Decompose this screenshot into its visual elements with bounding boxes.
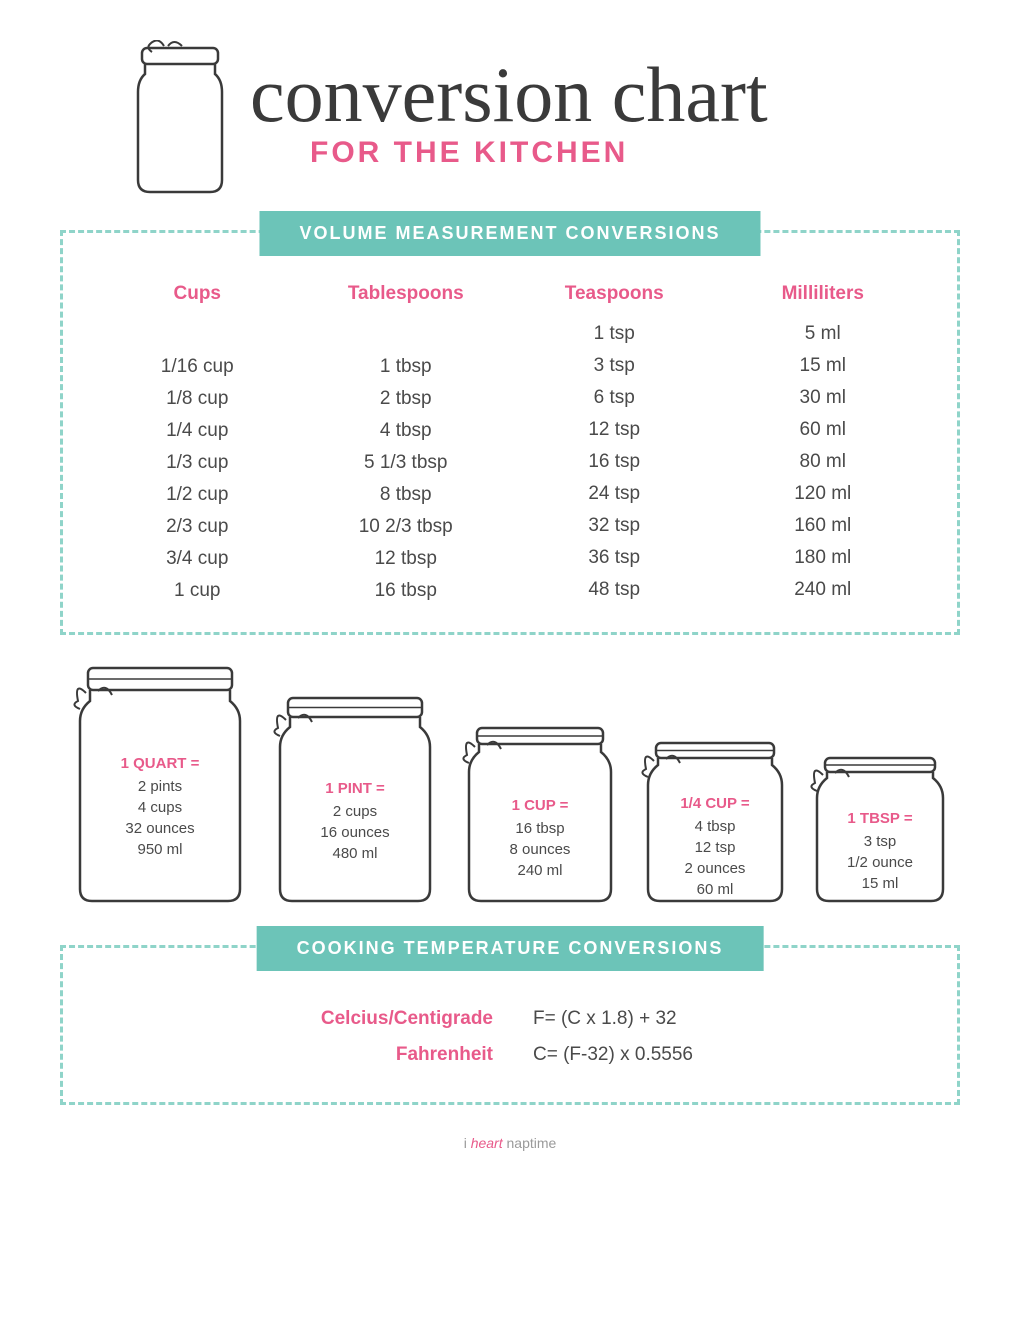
volume-cell: 1/2 cup <box>93 484 302 506</box>
jar-line: 240 ml <box>460 860 620 881</box>
volume-cell: 30 ml <box>719 387 928 409</box>
jars-row: 1 QUART = 2 pints4 cups32 ounces950 ml 1 … <box>60 665 960 905</box>
volume-cell: 1/4 cup <box>93 420 302 442</box>
volume-column: Teaspoons 1 tsp 3 tsp 6 tsp 12 tsp 16 tsp 24 t… <box>510 283 719 602</box>
volume-cell: 240 ml <box>719 579 928 601</box>
volume-cell: 4 tbsp <box>302 420 511 442</box>
volume-cell: 3/4 cup <box>93 548 302 570</box>
jar-icon <box>120 40 240 200</box>
temperature-row: Fahrenheit C= (F-32) x 0.5556 <box>133 1044 887 1066</box>
temperature-label: Celcius/Centigrade <box>133 1008 493 1030</box>
volume-table: Cups 1/16 cup 1/8 cup 1/4 cup 1/3 cup 1/2 cup… <box>93 283 927 602</box>
jar-item: 1/4 CUP = 4 tbsp12 tsp2 ounces60 ml <box>640 740 790 905</box>
volume-column: Tablespoons 1 tbsp 2 tbsp 4 tbsp 5 1/3 tbsp 8… <box>302 283 511 602</box>
jar-line: 1/2 ounce <box>810 852 950 873</box>
volume-column-header: Cups <box>93 283 302 305</box>
volume-cell: 5 ml <box>719 323 928 345</box>
volume-cell: 48 tsp <box>510 579 719 601</box>
temperature-formula: F= (C x 1.8) + 32 <box>533 1008 677 1030</box>
temperature-formula: C= (F-32) x 0.5556 <box>533 1044 693 1066</box>
footer-suffix: naptime <box>503 1135 557 1151</box>
temperature-section-title: COOKING TEMPERATURE CONVERSIONS <box>257 926 764 971</box>
jar-title: 1 QUART = <box>70 755 250 772</box>
page-subtitle: FOR THE KITCHEN <box>310 136 768 170</box>
jar-line: 16 tbsp <box>460 818 620 839</box>
volume-column-header: Teaspoons <box>510 283 719 305</box>
volume-cell: 36 tsp <box>510 547 719 569</box>
jar-label: 1/4 CUP = 4 tbsp12 tsp2 ounces60 ml <box>640 795 790 900</box>
volume-column-header: Milliliters <box>719 283 928 305</box>
jar-label: 1 QUART = 2 pints4 cups32 ounces950 ml <box>70 755 250 860</box>
footer-prefix: i <box>464 1135 471 1151</box>
volume-cell: 2 tbsp <box>302 388 511 410</box>
jar-line: 12 tsp <box>640 837 790 858</box>
volume-cell: 160 ml <box>719 515 928 537</box>
jar-item: 1 CUP = 16 tbsp8 ounces240 ml <box>460 725 620 905</box>
volume-cell <box>302 323 511 346</box>
jar-line: 4 tbsp <box>640 816 790 837</box>
jar-label: 1 PINT = 2 cups16 ounces480 ml <box>270 780 440 864</box>
jar-line: 32 ounces <box>70 818 250 839</box>
volume-cell: 24 tsp <box>510 483 719 505</box>
volume-cell: 2/3 cup <box>93 516 302 538</box>
volume-cell: 1 tbsp <box>302 356 511 378</box>
jar-item: 1 PINT = 2 cups16 ounces480 ml <box>270 695 440 905</box>
jar-line: 15 ml <box>810 873 950 894</box>
volume-cell: 1 cup <box>93 580 302 602</box>
volume-cell: 16 tsp <box>510 451 719 473</box>
volume-cell: 6 tsp <box>510 387 719 409</box>
volume-cell: 12 tbsp <box>302 548 511 570</box>
volume-cell: 32 tsp <box>510 515 719 537</box>
volume-cell: 1 tsp <box>510 323 719 345</box>
jar-title: 1/4 CUP = <box>640 795 790 812</box>
volume-cell <box>93 323 302 346</box>
jar-line: 4 cups <box>70 797 250 818</box>
jar-line: 480 ml <box>270 843 440 864</box>
volume-cell: 180 ml <box>719 547 928 569</box>
jar-title: 1 PINT = <box>270 780 440 797</box>
volume-cell: 1/8 cup <box>93 388 302 410</box>
volume-cell: 12 tsp <box>510 419 719 441</box>
temperature-label: Fahrenheit <box>133 1044 493 1066</box>
volume-column: Milliliters 5 ml 15 ml 30 ml 60 ml 80 ml 120 m… <box>719 283 928 602</box>
volume-section: VOLUME MEASUREMENT CONVERSIONS Cups1/16 … <box>60 230 960 635</box>
volume-cell: 1/3 cup <box>93 452 302 474</box>
jar-line: 8 ounces <box>460 839 620 860</box>
volume-cell: 1/16 cup <box>93 356 302 378</box>
jar-line: 3 tsp <box>810 831 950 852</box>
volume-cell: 120 ml <box>719 483 928 505</box>
volume-cell: 60 ml <box>719 419 928 441</box>
volume-column: Cups 1/16 cup 1/8 cup 1/4 cup 1/3 cup 1/2 cup… <box>93 283 302 602</box>
volume-cell: 5 1/3 tbsp <box>302 452 511 474</box>
volume-section-title: VOLUME MEASUREMENT CONVERSIONS <box>259 211 760 256</box>
volume-column-header: Tablespoons <box>302 283 511 305</box>
jar-line: 16 ounces <box>270 822 440 843</box>
jar-line: 2 cups <box>270 801 440 822</box>
footer-heart: heart <box>471 1135 503 1151</box>
footer-credit: i heart naptime <box>60 1135 960 1151</box>
jar-label: 1 TBSP = 3 tsp1/2 ounce15 ml <box>810 810 950 894</box>
volume-cell: 8 tbsp <box>302 484 511 506</box>
header: conversion chart FOR THE KITCHEN <box>60 40 960 200</box>
volume-cell: 3 tsp <box>510 355 719 377</box>
volume-cell: 15 ml <box>719 355 928 377</box>
volume-cell: 10 2/3 tbsp <box>302 516 511 538</box>
temperature-row: Celcius/Centigrade F= (C x 1.8) + 32 <box>133 1008 887 1030</box>
jar-line: 2 ounces <box>640 858 790 879</box>
jar-item: 1 TBSP = 3 tsp1/2 ounce15 ml <box>810 755 950 905</box>
jar-line: 950 ml <box>70 839 250 860</box>
jar-label: 1 CUP = 16 tbsp8 ounces240 ml <box>460 797 620 881</box>
jar-item: 1 QUART = 2 pints4 cups32 ounces950 ml <box>70 665 250 905</box>
page-title: conversion chart <box>250 60 768 130</box>
volume-cell: 16 tbsp <box>302 580 511 602</box>
jar-line: 2 pints <box>70 776 250 797</box>
volume-cell: 80 ml <box>719 451 928 473</box>
temperature-section: COOKING TEMPERATURE CONVERSIONS Celcius/… <box>60 945 960 1105</box>
jar-title: 1 CUP = <box>460 797 620 814</box>
jar-title: 1 TBSP = <box>810 810 950 827</box>
jar-line: 60 ml <box>640 879 790 900</box>
